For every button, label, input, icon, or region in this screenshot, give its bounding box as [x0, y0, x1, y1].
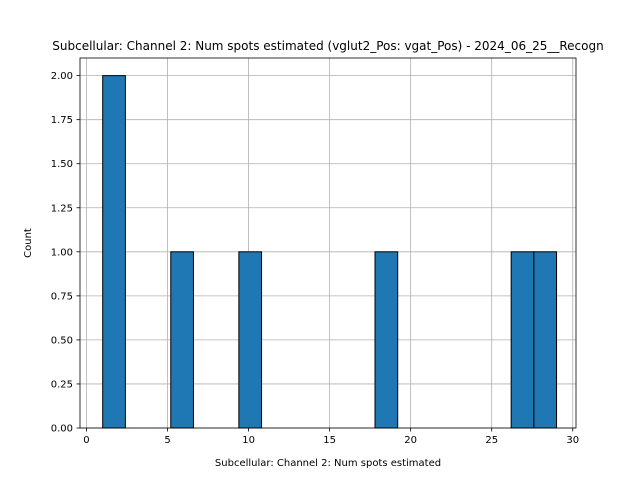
- y-tick-label: 1.25: [51, 203, 73, 214]
- histogram-bar: [510, 251, 535, 429]
- y-axis-label: Count: [23, 228, 34, 258]
- ticks-layer: 0 5 10 15 20 25 30 0.00 0.25 0.50 0.75 1.00 1.25 1.50…: [51, 71, 579, 446]
- y-tick-label: 1.50: [51, 159, 73, 170]
- x-tick-label: 0: [83, 435, 89, 446]
- y-tick-label: 1.00: [51, 247, 73, 258]
- x-tick-label: 30: [566, 435, 579, 446]
- histogram-bar: [374, 251, 399, 429]
- y-tick-label: 0.00: [51, 424, 73, 435]
- plot-frame: [79, 57, 577, 429]
- y-tick-label: 1.75: [51, 115, 73, 126]
- histogram-bar: [102, 75, 126, 429]
- histogram-bar: [533, 251, 558, 429]
- x-axis-label: Subcellular: Channel 2: Num spots estima…: [215, 458, 441, 469]
- y-tick-label: 0.75: [51, 291, 73, 302]
- histogram-bar: [170, 251, 194, 429]
- x-tick-label: 25: [485, 435, 498, 446]
- bars-layer: [102, 75, 558, 429]
- x-tick-label: 20: [404, 435, 417, 446]
- x-tick-label: 5: [164, 435, 170, 446]
- x-tick-label: 15: [323, 435, 336, 446]
- y-tick-label: 0.50: [51, 335, 73, 346]
- x-tick-label: 10: [242, 435, 255, 446]
- histogram-bar: [238, 251, 263, 429]
- y-tick-label: 2.00: [51, 71, 73, 82]
- y-tick-label: 0.25: [51, 379, 73, 390]
- chart-title: Subcellular: Channel 2: Num spots estima…: [52, 39, 603, 53]
